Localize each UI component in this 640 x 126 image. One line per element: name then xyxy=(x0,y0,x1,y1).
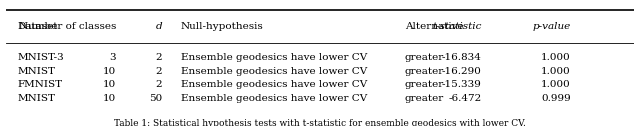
Text: p-value: p-value xyxy=(532,22,571,31)
Text: -16.290: -16.290 xyxy=(442,67,482,76)
Text: 3: 3 xyxy=(109,53,116,62)
Text: 1.000: 1.000 xyxy=(541,53,571,62)
Text: MNIST: MNIST xyxy=(18,94,56,103)
Text: greater: greater xyxy=(404,67,444,76)
Text: t-statistic: t-statistic xyxy=(433,22,482,31)
Text: Ensemble geodesics have lower CV: Ensemble geodesics have lower CV xyxy=(180,67,367,76)
Text: 50: 50 xyxy=(148,94,162,103)
Text: greater: greater xyxy=(404,80,444,89)
Text: 1.000: 1.000 xyxy=(541,67,571,76)
Text: MNIST-3: MNIST-3 xyxy=(18,53,65,62)
Text: 2: 2 xyxy=(156,80,162,89)
Text: greater: greater xyxy=(404,53,444,62)
Text: -16.834: -16.834 xyxy=(442,53,482,62)
Text: Ensemble geodesics have lower CV: Ensemble geodesics have lower CV xyxy=(180,94,367,103)
Text: Dataset: Dataset xyxy=(18,22,58,31)
Text: 1.000: 1.000 xyxy=(541,80,571,89)
Text: Ensemble geodesics have lower CV: Ensemble geodesics have lower CV xyxy=(180,53,367,62)
Text: 0.999: 0.999 xyxy=(541,94,571,103)
Text: Null-hypothesis: Null-hypothesis xyxy=(180,22,264,31)
Text: Alternative: Alternative xyxy=(404,22,463,31)
Text: 10: 10 xyxy=(103,80,116,89)
Text: d: d xyxy=(156,22,162,31)
Text: MNIST: MNIST xyxy=(18,67,56,76)
Text: 2: 2 xyxy=(156,67,162,76)
Text: 10: 10 xyxy=(103,67,116,76)
Text: Number of classes: Number of classes xyxy=(19,22,116,31)
Text: greater: greater xyxy=(404,94,444,103)
Text: Ensemble geodesics have lower CV: Ensemble geodesics have lower CV xyxy=(180,80,367,89)
Text: FMNIST: FMNIST xyxy=(18,80,63,89)
Text: -6.472: -6.472 xyxy=(449,94,482,103)
Text: 10: 10 xyxy=(103,94,116,103)
Text: -15.339: -15.339 xyxy=(442,80,482,89)
Text: 2: 2 xyxy=(156,53,162,62)
Text: Table 1: Statistical hypothesis tests with t-statistic for ensemble geodesics wi: Table 1: Statistical hypothesis tests wi… xyxy=(114,119,526,126)
